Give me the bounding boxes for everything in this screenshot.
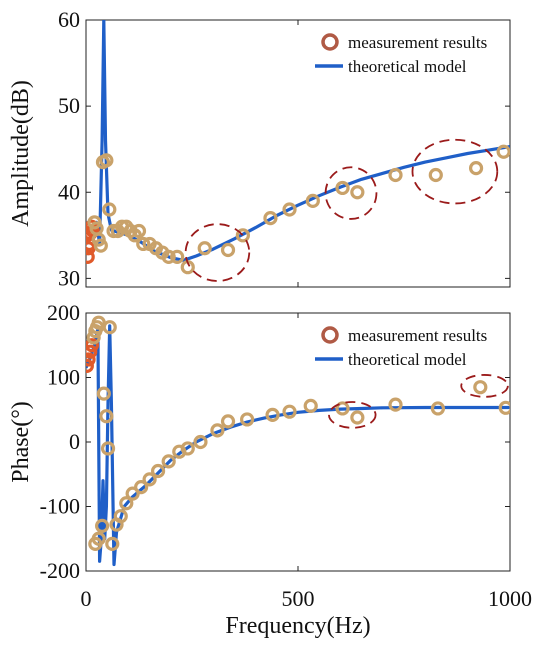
- measurement-marker: [113, 509, 128, 524]
- legend-label-measurement: measurement results: [348, 33, 487, 52]
- measurement-marker: [131, 223, 147, 239]
- y-tick-label: -100: [40, 494, 80, 519]
- measurement-marker: [86, 358, 94, 373]
- measurement-marker: [263, 210, 278, 226]
- measurement-marker: [468, 161, 484, 176]
- x-tick-label: 1000: [488, 586, 532, 611]
- x-tick-label: 0: [81, 586, 92, 611]
- legend-label-model: theoretical model: [348, 57, 467, 76]
- y-tick-label: 60: [58, 7, 80, 32]
- measurement-marker: [197, 241, 212, 256]
- highlight-ellipse: [324, 166, 378, 220]
- amplitude-panel: 30 40 50 60 Amplitude(dB) measurement results…: [8, 7, 511, 290]
- y-axis-label: Phase(°): [8, 401, 34, 483]
- y-tick-label: -200: [40, 558, 80, 583]
- measurement-marker: [105, 536, 120, 552]
- measurement-marker: [102, 202, 117, 217]
- measurement-marker: [125, 486, 140, 501]
- legend-label-measurement: measurement results: [348, 326, 487, 345]
- measurement-marker: [86, 249, 95, 264]
- measurement-marker: [335, 401, 350, 416]
- measurement-marker: [335, 180, 350, 196]
- measurement-marker: [220, 242, 236, 258]
- measurement-marker: [142, 472, 157, 487]
- measurement-marker: [350, 185, 365, 200]
- measurement-marker: [170, 249, 185, 264]
- measurement-marker: [91, 531, 106, 546]
- measurement-marker: [161, 454, 176, 469]
- x-tick-label: 500: [282, 586, 315, 611]
- measurement-marker: [496, 144, 510, 159]
- model-line: [86, 324, 510, 567]
- measurement-marker: [91, 315, 106, 330]
- phase-panel: -200 -100 0 100 200 0 500 1000 Phase(°) Frequency…: [8, 300, 532, 639]
- measurement-marker: [473, 380, 488, 395]
- measurement-marker: [220, 414, 236, 429]
- measurement-marker: [150, 463, 166, 479]
- measurement-marker: [86, 344, 98, 359]
- measurement-marker: [136, 236, 151, 252]
- measurement-marker: [119, 496, 134, 511]
- legend-label-model: theoretical model: [348, 350, 467, 369]
- highlight-ellipse: [411, 138, 499, 205]
- measurement-marker: [180, 441, 195, 456]
- measurement-marker: [102, 320, 117, 335]
- measurement-marker: [388, 397, 403, 412]
- measurement-marker: [305, 193, 320, 208]
- y-axis-label: Amplitude(dB): [8, 80, 34, 227]
- highlight-ellipse: [460, 374, 509, 398]
- measurement-marker: [210, 423, 225, 438]
- measurement-marker: [240, 412, 255, 427]
- measurement-marker: [95, 518, 110, 533]
- y-tick-label: 100: [47, 365, 80, 390]
- measurement-marker: [99, 153, 114, 168]
- measurement-marker: [100, 441, 116, 456]
- y-tick-label: 40: [58, 179, 80, 204]
- plot-area: [86, 20, 510, 282]
- measurement-marker: [96, 386, 111, 401]
- measurement-marker: [428, 167, 443, 183]
- legend-marker-measurement: [321, 326, 339, 344]
- measurement-marker: [388, 167, 403, 183]
- measurement-marker: [430, 401, 446, 416]
- measurement-marker: [99, 409, 114, 424]
- measurement-marker: [498, 400, 510, 415]
- measurement-marker: [193, 434, 208, 450]
- y-tick-label: 0: [69, 429, 80, 454]
- y-tick-label: 30: [58, 265, 80, 290]
- measurement-marker: [134, 480, 149, 495]
- measurement-marker: [350, 410, 365, 425]
- y-tick-label: 200: [47, 300, 80, 325]
- y-tick-label: 50: [58, 93, 80, 118]
- measurement-marker: [86, 352, 96, 367]
- highlight-ellipse: [184, 223, 251, 282]
- measurement-marker: [303, 398, 318, 413]
- x-axis-label: Frequency(Hz): [225, 613, 370, 639]
- measurement-marker: [282, 202, 297, 217]
- highlight-ellipse: [328, 401, 377, 429]
- measurement-marker: [265, 407, 280, 423]
- measurement-marker: [93, 238, 108, 253]
- measurement-marker: [161, 249, 176, 264]
- measurement-marker: [282, 404, 297, 419]
- legend-marker-measurement: [321, 33, 339, 51]
- model-line: [86, 20, 510, 262]
- measurement-marker: [86, 338, 100, 353]
- plot-area: [86, 315, 510, 567]
- measurement-marker: [235, 228, 250, 243]
